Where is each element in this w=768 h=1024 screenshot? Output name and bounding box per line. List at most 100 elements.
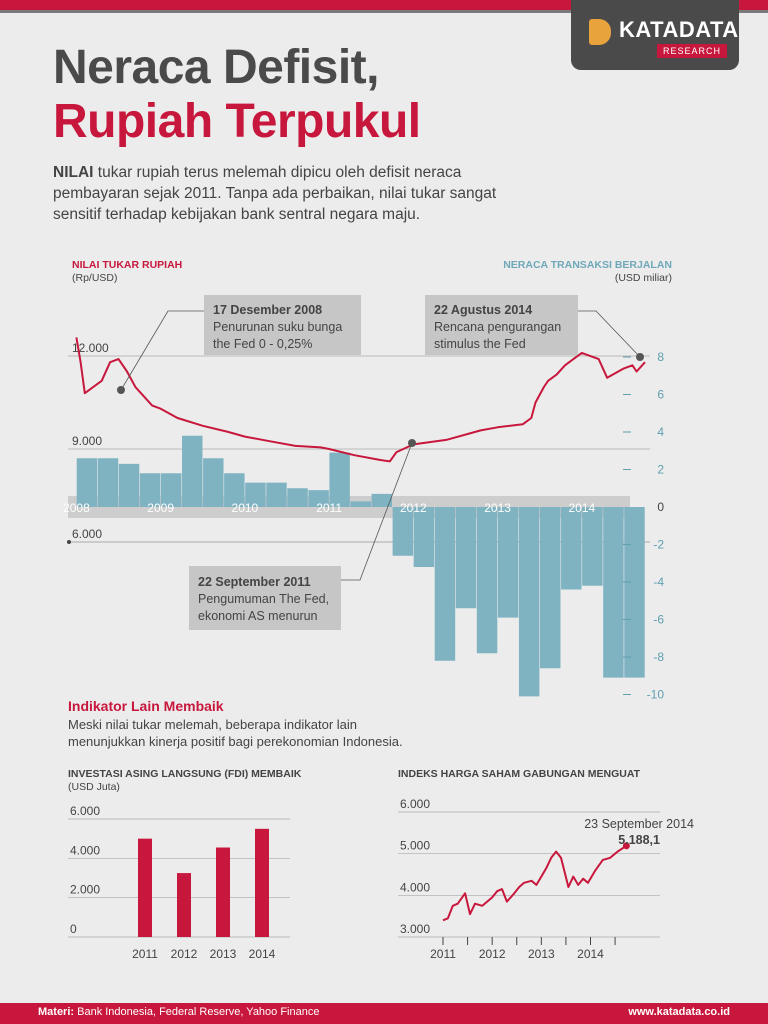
fdi-chart: 6.000 4.000 2.000 0 2011 2012 2013 2014 [68, 804, 290, 961]
annotation-date: 22 Agustus 2014 [434, 303, 532, 317]
current-account-bar [413, 507, 435, 567]
exchange-rate-line-group [75, 337, 646, 463]
current-account-bar [476, 507, 498, 654]
ihsg-chart-title: INDEKS HARGA SAHAM GABUNGAN MENGUAT [398, 768, 641, 780]
year-label: 2013 [484, 501, 511, 515]
ihsg-tick-label: 6.000 [400, 797, 430, 811]
year-label: 2008 [63, 501, 90, 515]
katadata-logo-icon [589, 19, 611, 45]
annotation-marker [408, 439, 416, 447]
annotation-line1: Rencana pengurangan [434, 320, 561, 334]
fdi-tick-label: 2.000 [70, 883, 100, 897]
annotation-box [425, 295, 578, 355]
footer-url[interactable]: www.katadata.co.id [628, 1006, 730, 1018]
ihsg-tick-label: 3.000 [400, 922, 430, 936]
katadata-logo: KATADATA RESEARCH [571, 0, 739, 70]
annotation-line2: ekonomi AS menurun [198, 609, 318, 623]
ihsg-callout-date: 23 September 2014 [584, 817, 694, 831]
right-tick-label: 8 [657, 350, 664, 364]
fdi-bar [216, 847, 230, 937]
page-title-line1: Neraca Defisit, [53, 41, 380, 94]
ihsg-year-label: 2012 [479, 947, 506, 961]
footer-source-label: Materi: [38, 1006, 75, 1018]
logo-wordmark: KATADATA [619, 17, 739, 42]
current-account-bar [203, 458, 224, 507]
ihsg-end-marker [622, 842, 630, 850]
annotation-aug-2014: 22 Agustus 2014 Rencana pengurangan stim… [425, 295, 644, 361]
year-label: 2010 [232, 501, 259, 515]
current-account-bar [160, 473, 182, 507]
ihsg-tick-label: 5.000 [400, 839, 430, 853]
year-label: 2014 [568, 501, 595, 515]
intro-paragraph: NILAI tukar rupiah terus melemah dipicu … [53, 162, 513, 225]
intro-lead: NILAI [53, 164, 94, 181]
current-account-bar [118, 463, 140, 507]
annotation-line1: Pengumuman The Fed, [198, 592, 329, 606]
current-account-bars [76, 435, 645, 697]
current-account-bar [266, 482, 287, 507]
fdi-year-label: 2014 [249, 947, 276, 961]
current-account-bar [224, 473, 245, 507]
exchange-rate-line [75, 337, 646, 463]
fdi-bar [255, 828, 269, 937]
right-tick-label: 2 [657, 463, 664, 477]
fdi-tick-label: 4.000 [70, 843, 100, 857]
current-account-bar [308, 490, 329, 507]
fdi-chart-unit: (USD Juta) [68, 781, 120, 793]
right-tick-label: -10 [647, 688, 665, 702]
fdi-year-label: 2013 [210, 947, 237, 961]
current-account-bar [540, 507, 561, 669]
logo-research-tag: RESEARCH [657, 44, 728, 58]
right-tick-label: -8 [653, 650, 664, 664]
annotation-box [189, 566, 341, 630]
current-account-bar [139, 473, 161, 507]
right-y-ticks: 8 6 4 2 0 -2 -4 -6 -8 -10 [623, 350, 664, 702]
annotation-dec-2008: 17 Desember 2008 Penurunan suku bunga th… [117, 295, 361, 394]
right-tick-label: 4 [657, 425, 664, 439]
right-axis-unit: (USD miliar) [615, 272, 672, 284]
annotation-sep-2011: 22 September 2011 Pengumuman The Fed, ek… [189, 439, 416, 630]
current-account-bar [434, 507, 456, 661]
current-account-bar [245, 482, 266, 507]
gridline-dot [67, 540, 71, 544]
annotation-leader [578, 310, 641, 358]
current-account-bar [329, 452, 350, 507]
section-text: Meski nilai tukar melemah, beberapa indi… [68, 717, 403, 749]
ihsg-callout-value: 5.188,1 [618, 833, 660, 847]
fdi-bar [177, 873, 191, 937]
annotation-line2: the Fed 0 - 0,25% [213, 337, 312, 351]
footer-bar: Materi: Bank Indonesia, Federal Reserve,… [0, 1003, 768, 1024]
current-account-bar [392, 507, 414, 556]
right-tick-label: 6 [657, 388, 664, 402]
annotation-leader [120, 310, 204, 391]
current-account-bar [350, 501, 371, 507]
current-account-bar [518, 507, 540, 697]
ihsg-tick-label: 4.000 [400, 880, 430, 894]
left-y-ticks: 12.000 9.000 6.000 [72, 341, 109, 541]
annotation-date: 22 September 2011 [198, 575, 311, 589]
annotation-line2: stimulus the Fed [434, 337, 526, 351]
year-label: 2011 [316, 501, 342, 515]
annotation-marker [636, 353, 644, 361]
ihsg-year-label: 2014 [577, 947, 604, 961]
right-tick-label: -2 [653, 538, 664, 552]
ihsg-year-label: 2011 [430, 947, 456, 961]
left-axis-unit: (Rp/USD) [72, 272, 118, 284]
current-account-bar [624, 507, 645, 678]
fdi-tick-label: 0 [70, 922, 77, 936]
annotation-box [204, 295, 361, 355]
annotation-line1: Penurunan suku bunga [213, 320, 342, 334]
annotation-leader [341, 442, 413, 581]
charts-canvas: NILAI TUKAR RUPIAH (Rp/USD) NERACA TRANS… [63, 259, 694, 961]
fdi-chart-title: INVESTASI ASING LANGSUNG (FDI) MEMBAIK [68, 768, 302, 780]
fdi-bar [138, 838, 152, 937]
current-account-bar [287, 488, 308, 507]
fdi-year-label: 2012 [171, 947, 198, 961]
left-tick-label: 12.000 [72, 341, 109, 355]
current-account-bar [603, 507, 624, 678]
annotation-date: 17 Desember 2008 [213, 303, 322, 317]
top-divider [0, 10, 768, 13]
year-label: 2009 [147, 501, 174, 515]
fdi-year-label: 2011 [132, 947, 158, 961]
